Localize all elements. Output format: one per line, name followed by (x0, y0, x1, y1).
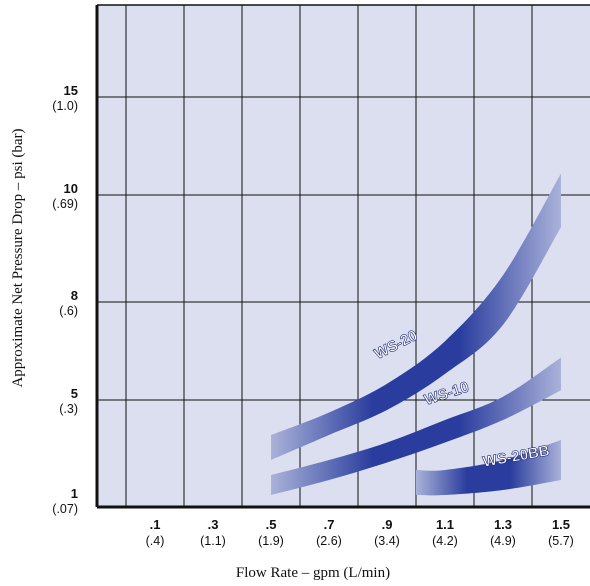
x-tick-label: .7 (324, 517, 335, 532)
x-tick-sublabel: (4.2) (432, 534, 458, 548)
y-tick-sublabel: (1.0) (52, 99, 78, 113)
x-tick-label: .1 (150, 517, 161, 532)
x-tick-sublabel: (3.4) (374, 534, 400, 548)
band-ws-20 (271, 173, 561, 460)
y-tick-label: 8 (71, 288, 78, 303)
x-tick-label: .5 (266, 517, 277, 532)
y-tick-sublabel: (.07) (52, 502, 78, 516)
y-tick-sublabel: (.69) (52, 197, 78, 211)
x-tick-sublabel: (2.6) (316, 534, 342, 548)
x-axis-title: Flow Rate – gpm (L/min) (236, 565, 390, 581)
y-tick-sublabel: (.6) (59, 304, 78, 318)
y-tick-label: 10 (64, 181, 78, 196)
x-tick-sublabel: (4.9) (490, 534, 516, 548)
x-tick-sublabel: (1.9) (258, 534, 284, 548)
x-tick-label: .9 (382, 517, 393, 532)
y-tick-label: 15 (64, 83, 78, 98)
band-ws-10 (271, 357, 561, 495)
x-tick-label: .3 (208, 517, 219, 532)
x-tick-label: 1.5 (552, 517, 570, 532)
y-tick-label: 5 (71, 386, 78, 401)
y-tick-label: 1 (71, 486, 78, 501)
x-tick-label: 1.1 (436, 517, 454, 532)
x-tick-sublabel: (1.1) (200, 534, 226, 548)
x-tick-label: 1.3 (494, 517, 512, 532)
x-tick-sublabel: (5.7) (548, 534, 574, 548)
x-tick-sublabel: (.4) (146, 534, 165, 548)
y-axis-title: Approximate Net Pressure Drop – psi (bar… (10, 128, 26, 387)
band-ws-20bb (416, 440, 561, 496)
y-tick-sublabel: (.3) (59, 402, 78, 416)
